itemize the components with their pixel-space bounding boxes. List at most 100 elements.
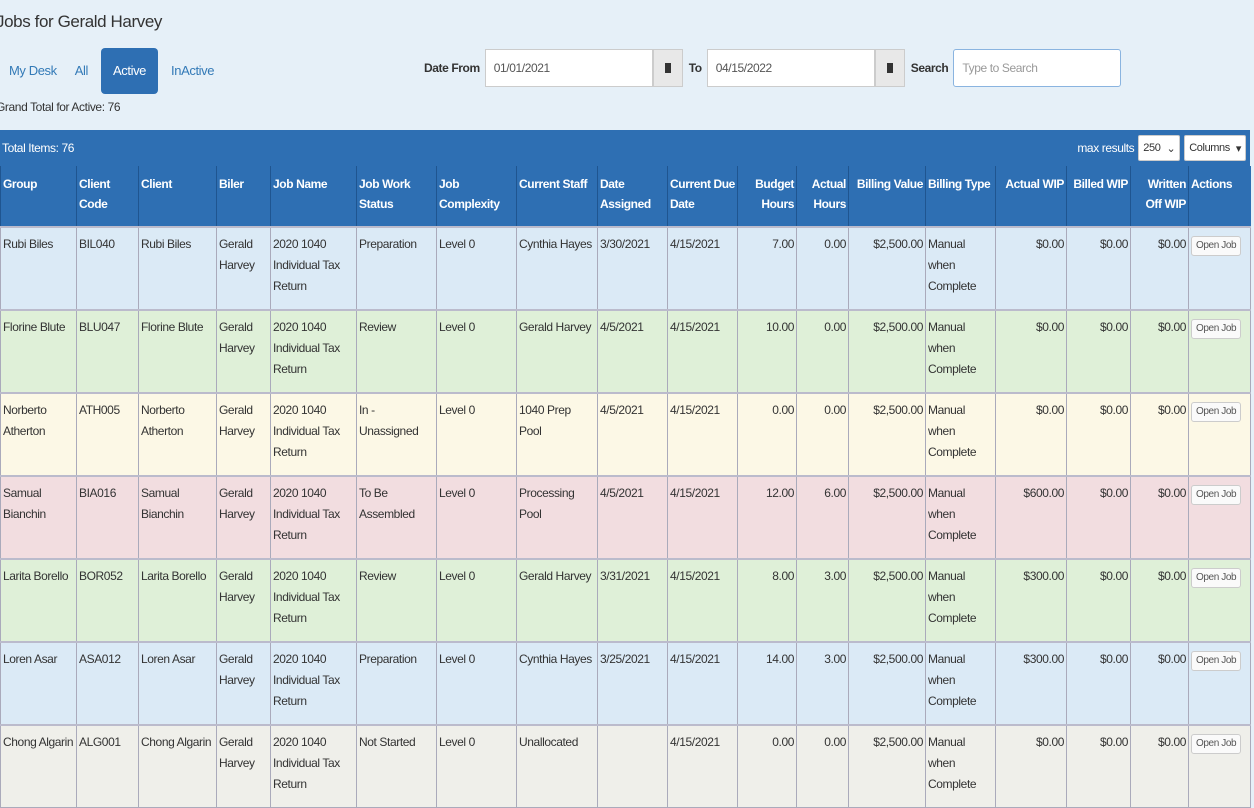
table-cell-current-staff: Cynthia Hayes	[516, 226, 598, 311]
table-cell-written-off-wip: $0.00	[1130, 475, 1189, 560]
table-cell-current-staff: 1040 Prep Pool	[516, 392, 598, 477]
table-cell-current-due-date: 4/15/2021	[667, 226, 738, 311]
table-cell-actual-hours: 3.00	[796, 558, 849, 643]
open-job-button[interactable]: Open Job	[1191, 568, 1242, 588]
open-job-button[interactable]: Open Job	[1191, 236, 1242, 256]
date-from-calendar-button[interactable]	[652, 49, 683, 87]
table-cell-client-code: BIL040	[76, 226, 139, 311]
table-cell-job-complexity: Level 0	[436, 392, 517, 477]
table-cell-job-name: 2020 1040 Individual Tax Return	[270, 226, 357, 311]
table-cell-client: Larita Borello	[138, 558, 217, 643]
table-cell-billing-type: Manual when Complete	[925, 724, 996, 808]
table-toolbar: Total Items: 76 max results 250 ⌄ Columns…	[0, 130, 1250, 166]
table-cell-written-off-wip: $0.00	[1130, 392, 1189, 477]
column-header[interactable]: Client Code	[76, 166, 139, 227]
table-cell-current-due-date: 4/15/2021	[667, 724, 738, 808]
tab-inactive[interactable]: InActive	[171, 63, 215, 78]
table-cell-budget-hours: 0.00	[737, 724, 797, 808]
open-job-button[interactable]: Open Job	[1191, 485, 1242, 505]
table-cell-group: Chong Algarin	[0, 724, 77, 808]
table-cell-client: Rubi Biles	[138, 226, 217, 311]
table-cell-billing-type: Manual when Complete	[925, 226, 996, 311]
table-cell-group: Florine Blute	[0, 309, 77, 394]
table-cell-job-complexity: Level 0	[436, 226, 517, 311]
table-cell-actual-hours: 0.00	[796, 724, 849, 808]
table-cell-date-assigned: 3/25/2021	[597, 641, 668, 726]
table-cell-billing-value: $2,500.00	[848, 724, 926, 808]
column-header[interactable]: Current Staff	[516, 166, 598, 227]
column-header[interactable]: Billing Type	[925, 166, 996, 227]
table-cell-budget-hours: 10.00	[737, 309, 797, 394]
table-cell-group: Norberto Atherton	[0, 392, 77, 477]
table-cell-budget-hours: 8.00	[737, 558, 797, 643]
table-cell-biler: Gerald Harvey	[216, 641, 271, 726]
search-input[interactable]: Type to Search	[953, 49, 1122, 87]
column-header[interactable]: Written Off WIP	[1130, 166, 1189, 227]
table-cell-actions: Open Job	[1188, 475, 1251, 560]
table-cell-billing-value: $2,500.00	[848, 309, 926, 394]
table-cell-biler: Gerald Harvey	[216, 392, 271, 477]
table-cell-billing-type: Manual when Complete	[925, 392, 996, 477]
max-results-label: max results	[1077, 141, 1135, 155]
table-cell-job-complexity: Level 0	[436, 475, 517, 560]
open-job-button[interactable]: Open Job	[1191, 402, 1242, 422]
chevron-down-icon: ⌄	[1166, 142, 1176, 155]
table-cell-actual-wip: $0.00	[995, 226, 1067, 311]
columns-button[interactable]: Columns ▾	[1184, 135, 1246, 161]
table-row: Chong Algarin ALG001 Chong Algarin Gerald H…	[0, 724, 1251, 808]
table-cell-client: Chong Algarin	[138, 724, 217, 808]
column-header[interactable]: Client	[138, 166, 217, 227]
table-cell-written-off-wip: $0.00	[1130, 226, 1189, 311]
table-cell-client-code: BOR052	[76, 558, 139, 643]
date-from-input[interactable]: 01/01/2021	[484, 49, 653, 87]
column-header[interactable]: Job Work Status	[356, 166, 437, 227]
table-cell-job-name: 2020 1040 Individual Tax Return	[270, 309, 357, 394]
table-row: Rubi Biles BIL040 Rubi Biles Gerald Harvey 2…	[0, 226, 1251, 311]
table-cell-actions: Open Job	[1188, 724, 1251, 808]
table-cell-billing-value: $2,500.00	[848, 558, 926, 643]
table-cell-current-due-date: 4/15/2021	[667, 392, 738, 477]
table-cell-billed-wip: $0.00	[1066, 724, 1131, 808]
column-header[interactable]: Current Due Date	[667, 166, 738, 227]
table-cell-job-work-status: To Be Assembled	[356, 475, 437, 560]
table-cell-biler: Gerald Harvey	[216, 558, 271, 643]
column-header[interactable]: Actual Hours	[796, 166, 849, 227]
column-header[interactable]: Actions	[1188, 166, 1251, 227]
column-header[interactable]: Budget Hours	[737, 166, 797, 227]
tab-all[interactable]: All	[74, 63, 89, 78]
table-cell-client-code: ALG001	[76, 724, 139, 808]
table-cell-job-work-status: Preparation	[356, 641, 437, 726]
column-header[interactable]: Job Complexity	[436, 166, 517, 227]
table-cell-billing-type: Manual when Complete	[925, 641, 996, 726]
date-to-calendar-button[interactable]	[874, 49, 905, 87]
table-cell-actual-hours: 6.00	[796, 475, 849, 560]
column-header[interactable]: Billed WIP	[1066, 166, 1131, 227]
open-job-button[interactable]: Open Job	[1191, 651, 1242, 671]
date-from-label: Date From	[424, 61, 480, 75]
table-cell-actual-wip: $300.00	[995, 641, 1067, 726]
table-cell-actual-hours: 0.00	[796, 226, 849, 311]
table-cell-actual-wip: $0.00	[995, 724, 1067, 808]
table-cell-written-off-wip: $0.00	[1130, 558, 1189, 643]
column-header[interactable]: Biler	[216, 166, 271, 227]
table-cell-date-assigned	[597, 724, 668, 808]
table-cell-biler: Gerald Harvey	[216, 475, 271, 560]
open-job-button[interactable]: Open Job	[1191, 734, 1242, 754]
date-to-input[interactable]: 04/15/2022	[706, 49, 875, 87]
tab-active[interactable]: Active	[101, 48, 159, 94]
column-header[interactable]: Date Assigned	[597, 166, 668, 227]
table-cell-group: Larita Borello	[0, 558, 77, 643]
column-header[interactable]: Billing Value	[848, 166, 926, 227]
table-cell-job-name: 2020 1040 Individual Tax Return	[270, 558, 357, 643]
column-header[interactable]: Actual WIP	[995, 166, 1067, 227]
column-header[interactable]: Group	[0, 166, 77, 227]
table-cell-job-name: 2020 1040 Individual Tax Return	[270, 641, 357, 726]
table-cell-client: Samual Bianchin	[138, 475, 217, 560]
table-cell-job-work-status: Review	[356, 558, 437, 643]
table-cell-actual-hours: 0.00	[796, 309, 849, 394]
table-cell-actions: Open Job	[1188, 392, 1251, 477]
max-results-select[interactable]: 250 ⌄	[1138, 135, 1181, 161]
open-job-button[interactable]: Open Job	[1191, 319, 1242, 339]
column-header[interactable]: Job Name	[270, 166, 357, 227]
tab-my-desk[interactable]: My Desk	[9, 63, 57, 78]
